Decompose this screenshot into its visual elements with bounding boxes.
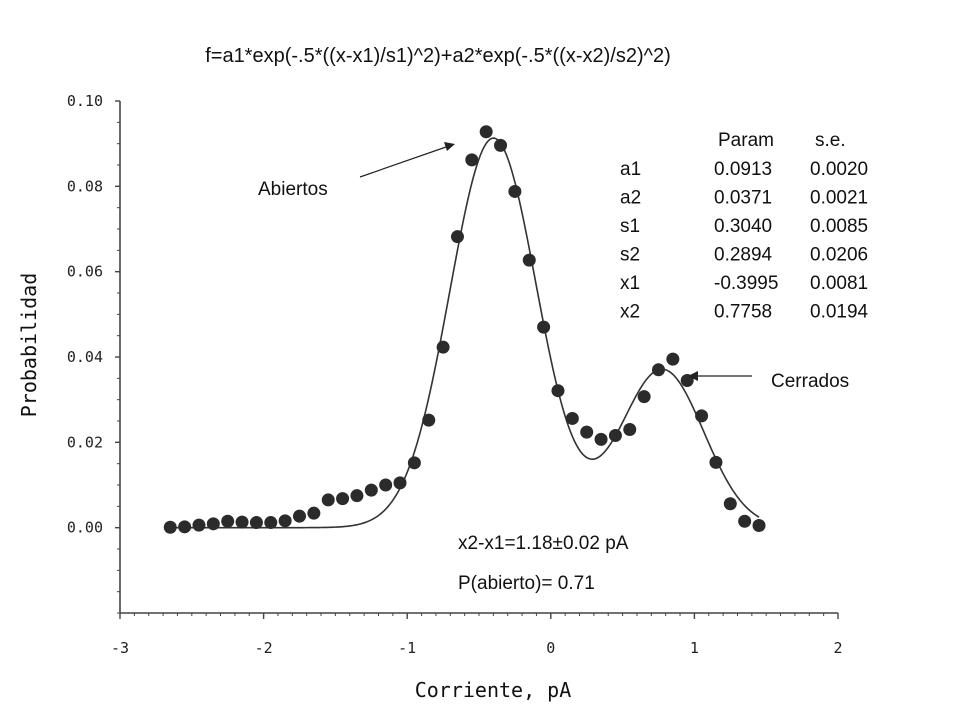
x-axis-label: Corriente, pA: [415, 678, 572, 702]
params-header-param: Param: [718, 130, 774, 151]
params-cell: 0.0021: [810, 188, 868, 209]
data-point: [321, 493, 335, 507]
params-cell: x2: [620, 302, 640, 323]
data-point: [608, 429, 622, 443]
data-point: [350, 489, 364, 503]
data-point: [723, 497, 737, 511]
data-point: [436, 340, 450, 354]
params-cell: 0.0913: [714, 159, 772, 180]
x-tick-label: -2: [255, 639, 273, 657]
params-cell: s1: [620, 216, 640, 237]
params-cell: 0.0081: [810, 273, 868, 294]
params-cell: s2: [620, 245, 640, 266]
data-point: [623, 423, 637, 437]
diff-annotation: x2-x1=1.18±0.02 pA: [458, 533, 629, 554]
y-axis-label: Probabilidad: [17, 273, 41, 418]
data-point: [178, 520, 192, 534]
data-point: [508, 184, 522, 198]
y-tick-label: 0.10: [67, 92, 103, 110]
x-axis-ticks: -3 -2 -1 0 1 2: [111, 613, 843, 657]
data-point: [192, 518, 206, 532]
params-cell: 0.0194: [810, 302, 869, 323]
x-tick-label: -3: [111, 639, 129, 657]
data-point: [738, 514, 752, 528]
data-point: [450, 230, 464, 244]
params-cell: 0.0371: [714, 188, 772, 209]
x-tick-label: 2: [833, 639, 842, 657]
params-cell: 0.3040: [714, 216, 772, 237]
data-point: [709, 455, 723, 469]
params-cell: -0.3995: [714, 273, 778, 294]
data-point: [580, 425, 594, 439]
data-point: [537, 320, 551, 334]
chart-title: f=a1*exp(-.5*((x-x1)/s1)^2)+a2*exp(-.5*(…: [205, 45, 671, 67]
data-point: [666, 352, 680, 366]
x-tick-label: 0: [546, 639, 555, 657]
data-point: [494, 138, 508, 152]
data-point: [264, 516, 278, 530]
data-point: [206, 517, 220, 531]
data-point: [393, 476, 407, 490]
params-cell: a1: [620, 159, 641, 180]
data-point: [221, 514, 235, 528]
data-point: [594, 432, 608, 446]
params-cell: 0.2894: [714, 245, 773, 266]
p-abierto-annotation: P(abierto)= 0.71: [458, 573, 595, 594]
data-point: [249, 516, 263, 530]
data-points: [163, 125, 766, 534]
data-point: [293, 509, 306, 523]
cerrados-arrowhead: [688, 371, 698, 381]
data-point: [336, 492, 350, 506]
y-axis-ticks: 0.10 0.08 0.06 0.04 0.02 0.00: [67, 92, 120, 614]
data-point: [695, 409, 709, 423]
data-point: [551, 384, 565, 398]
params-header-se: s.e.: [815, 130, 846, 151]
cerrados-label: Cerrados: [771, 371, 849, 392]
x-tick-label: -1: [398, 639, 416, 657]
abiertos-arrow-line: [359, 146, 447, 178]
data-point: [752, 519, 766, 533]
data-point: [652, 363, 665, 377]
data-point: [364, 483, 378, 497]
data-point: [479, 125, 493, 139]
params-cell: a2: [620, 188, 641, 209]
y-tick-label: 0.06: [67, 263, 103, 281]
params-table: Param s.e. a1 0.0913 0.0020 a2 0.0371 0.0021 s…: [620, 130, 869, 323]
data-point: [235, 515, 249, 529]
abiertos-label: Abiertos: [258, 179, 328, 200]
x-tick-label: 1: [690, 639, 699, 657]
data-point: [522, 253, 536, 267]
params-cell: 0.7758: [714, 302, 772, 323]
y-tick-label: 0.08: [67, 177, 103, 195]
data-point: [565, 411, 579, 425]
params-cell: x1: [620, 273, 640, 294]
data-point: [163, 520, 177, 534]
params-cell: 0.0085: [810, 216, 868, 237]
data-point: [422, 413, 436, 427]
y-tick-label: 0.02: [67, 433, 103, 451]
data-point: [465, 153, 479, 167]
data-point: [407, 456, 421, 470]
y-tick-label: 0.04: [67, 348, 103, 366]
params-cell: 0.0206: [810, 245, 868, 266]
y-tick-label: 0.00: [67, 519, 103, 537]
data-point: [637, 390, 651, 404]
params-cell: 0.0020: [810, 159, 868, 180]
abiertos-arrowhead: [444, 142, 455, 151]
data-point: [278, 514, 292, 528]
data-point: [379, 478, 393, 492]
data-point: [307, 506, 321, 520]
